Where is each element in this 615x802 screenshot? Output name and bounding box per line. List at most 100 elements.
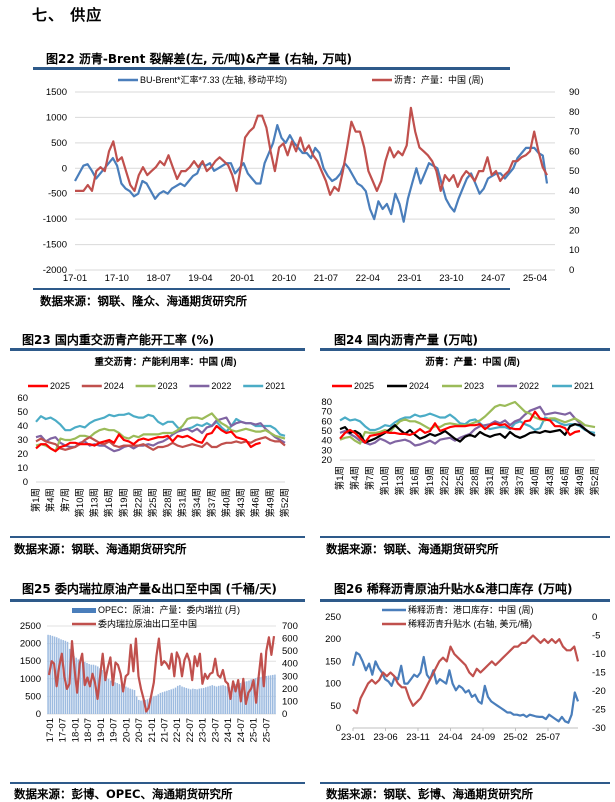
bar [118,684,121,714]
bar [157,694,160,714]
x-tick: 17-01 [63,273,87,284]
x-tick: 18-07 [146,273,170,284]
bar [155,695,157,714]
x-tick: 第10周 [74,488,86,518]
x-tick: 25-04 [523,273,547,284]
legend-label: 2022 [211,381,231,391]
x-tick: 第7周 [364,466,376,490]
bar [79,660,82,714]
x-tick: 23-01 [341,732,365,743]
y-right-tick: -15 [592,668,606,679]
y-left-tick: 150 [325,656,341,667]
y-left-tick: 2500 [20,621,41,632]
fig25-chart: 2500200015001000500070060050040030020010… [20,604,298,742]
bar [274,674,276,714]
y-left-tick: 0 [36,709,41,720]
bar [81,661,84,714]
fig26-rule [320,599,610,602]
y-right-tick: 0 [569,265,574,276]
y-right-tick: 100 [282,696,298,707]
bar [109,680,112,714]
y-right-tick: 50 [569,166,580,177]
y-tick: 50 [321,426,332,437]
x-tick: 17-01 [45,718,56,742]
fig24-source: 数据来源：钢联、海通期货研究所 [326,542,499,556]
y-right-tick: 70 [569,127,580,138]
x-tick: 23-06 [373,732,397,743]
x-tick: 21-01 [147,718,158,742]
fig22-chart: 150010005000-500-1000-1500-2000908070605… [43,74,580,284]
y-right-tick: -10 [592,649,606,660]
bar [138,699,140,714]
bar [142,700,144,714]
x-tick: 21-07 [314,273,338,284]
chart-subtitle: 重交沥青：产能利用率：中国 (周) [95,356,237,368]
x-tick: 第52周 [279,488,291,518]
x-tick: 24-09 [471,732,495,743]
x-tick: 25-07 [536,732,560,743]
y-left-tick: 200 [325,634,341,645]
bar [90,664,93,714]
x-tick: 25-01 [249,718,260,742]
y-left-tick: 2000 [20,639,41,650]
chart-subtitle: 沥青：产量：中国 (周) [425,356,519,368]
x-tick: 第34周 [499,466,511,496]
y-left-tick: 1500 [20,656,41,667]
bar [222,685,224,714]
fig26-source: 数据来源：钢联、彭博、海通期货研究所 [326,787,533,801]
bar [107,678,110,714]
bar [259,677,261,714]
y-tick: 50 [17,407,28,418]
bar [174,687,177,714]
bar [99,668,101,714]
bar [217,685,220,714]
bar [248,680,250,714]
fig26-title: 图26 稀释沥青原油升贴水&港口库存 (万吨) [334,582,573,596]
legend-label: 2022 [519,381,539,391]
fig24-rule-bottom [320,536,610,538]
y-right-tick: 30 [569,206,580,217]
series-line-2021 [35,412,286,437]
bar [140,700,142,714]
bar [168,690,170,714]
x-tick: 22-01 [172,718,183,742]
bar [170,689,172,714]
x-tick: 24-04 [438,732,462,743]
bar [51,635,54,714]
bar [116,683,118,714]
bar [228,687,231,714]
x-tick: 第16周 [409,466,421,496]
x-tick: 第25周 [454,466,466,496]
fig22-source: 数据来源：钢联、隆众、海通期货研究所 [40,294,247,308]
y-right-tick: 300 [282,671,298,682]
series-line-2023 [35,412,286,453]
x-tick: 20-07 [134,718,145,742]
legend-label: 2025 [354,381,374,391]
bar [122,685,125,714]
y-right-tick: 0 [282,709,287,720]
fig23-chart: 重交沥青：产能利用率：中国 (周)6050403020100第1周 第4周 第7周第… [17,356,291,518]
y-right-tick: 20 [569,225,580,236]
bar [194,689,196,714]
bar [84,661,86,714]
y-right-tick: 90 [569,87,580,98]
bar [215,686,218,714]
bar [49,635,51,714]
x-tick: 19-07 [109,718,120,742]
x-tick: 18-01 [70,718,81,742]
x-tick: 第28周 [469,466,481,496]
x-tick: 24-07 [236,718,247,742]
y-right-tick: 10 [569,245,580,256]
series-line-premium-discount [352,634,580,715]
y-left-tick: -500 [48,189,67,200]
legend-label: 稀释沥青：港口库存：中国 (周) [408,604,534,615]
y-tick: 70 [321,407,332,418]
legend-label: 2021 [265,381,285,391]
fig25-title: 图25 委内瑞拉原油产量&出口至中国 (千桶/天) [22,582,277,596]
bar [181,686,183,714]
y-left-tick: 500 [25,691,41,702]
y-right-tick: 400 [282,659,298,670]
x-tick: 20-01 [121,718,132,742]
fig25-rule-bottom [10,782,305,784]
bar [179,685,181,714]
